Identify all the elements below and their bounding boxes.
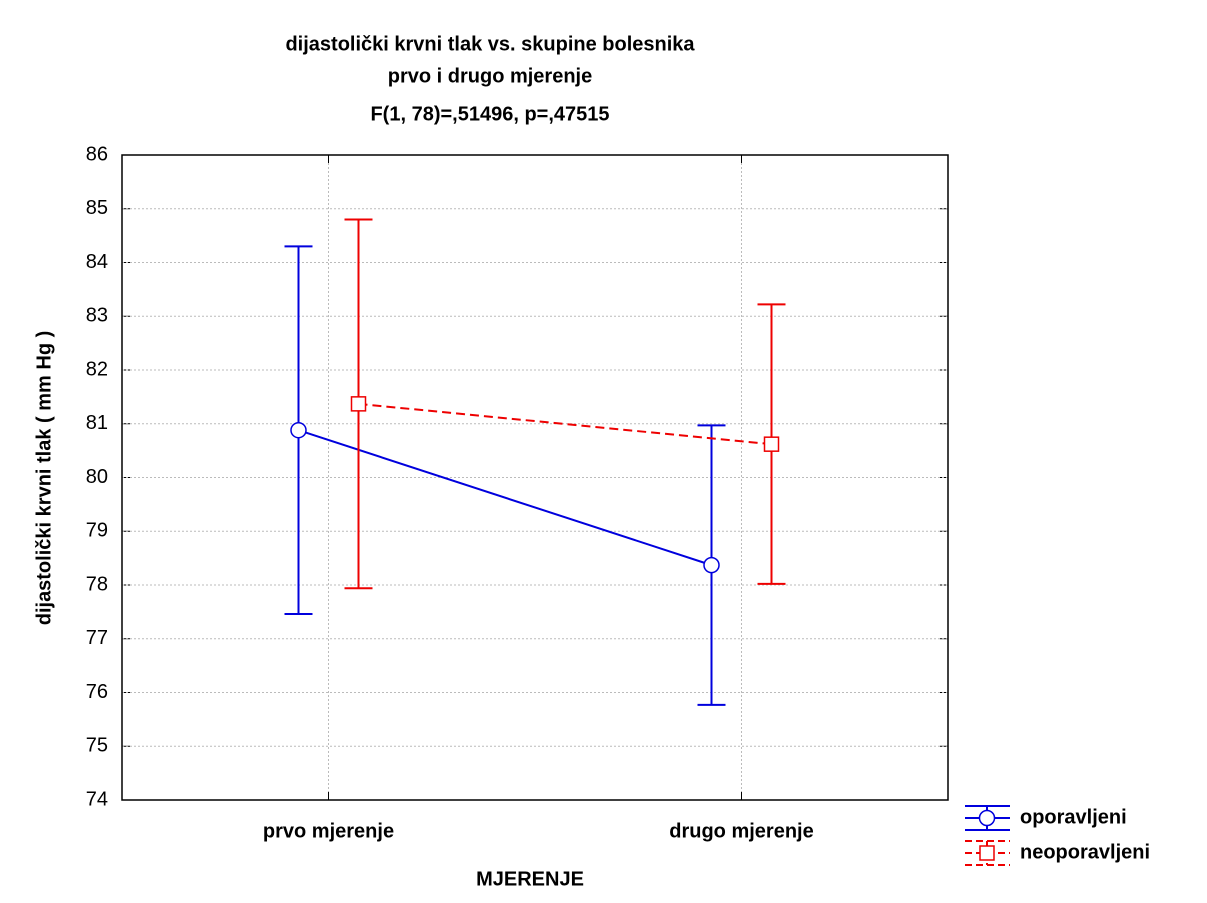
y-tick-label: 85 bbox=[86, 197, 108, 219]
y-tick-label: 81 bbox=[86, 412, 108, 434]
marker bbox=[290, 421, 307, 439]
marker bbox=[763, 436, 780, 452]
y-tick-label: 79 bbox=[86, 520, 108, 542]
y-axis-label: dijastolički krvni tlak ( mm Hg ) bbox=[33, 331, 55, 626]
x-axis-label: MJERENJE bbox=[476, 868, 584, 890]
y-tick-label: 74 bbox=[86, 788, 108, 810]
marker bbox=[703, 556, 720, 574]
y-tick-label: 83 bbox=[86, 305, 108, 327]
series-line bbox=[298, 429, 712, 567]
legend-label: oporavljeni bbox=[1020, 806, 1127, 828]
annotation: F(1, 78)=,51496, p=,47515 bbox=[370, 103, 609, 125]
y-tick-label: 84 bbox=[86, 251, 108, 273]
chart-title: dijastolički krvni tlak vs. skupine bole… bbox=[285, 33, 695, 55]
y-tick-label: 82 bbox=[86, 358, 108, 380]
x-tick-label: drugo mjerenje bbox=[669, 820, 813, 842]
y-tick-label: 76 bbox=[86, 681, 108, 703]
marker bbox=[350, 396, 367, 412]
y-tick-label: 80 bbox=[86, 466, 108, 488]
y-tick-label: 78 bbox=[86, 573, 108, 595]
y-tick-label: 86 bbox=[86, 143, 108, 165]
legend-label: neoporavljeni bbox=[1020, 841, 1150, 863]
plot-frame bbox=[121, 154, 949, 801]
legend-marker bbox=[979, 845, 995, 861]
y-tick-label: 75 bbox=[86, 735, 108, 757]
chart-subtitle: prvo i drugo mjerenje bbox=[388, 65, 592, 87]
y-tick-label: 77 bbox=[86, 627, 108, 649]
legend-marker bbox=[978, 809, 996, 827]
x-tick-label: prvo mjerenje bbox=[263, 820, 394, 842]
